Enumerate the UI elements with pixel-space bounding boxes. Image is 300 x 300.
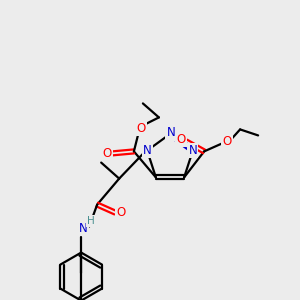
Text: N: N bbox=[188, 144, 197, 157]
Text: O: O bbox=[136, 122, 146, 135]
Text: O: O bbox=[102, 147, 112, 160]
Text: N: N bbox=[79, 222, 88, 235]
Text: O: O bbox=[116, 206, 126, 219]
Text: N: N bbox=[167, 127, 176, 140]
Text: N: N bbox=[143, 144, 152, 157]
Text: O: O bbox=[176, 133, 186, 146]
Text: O: O bbox=[223, 135, 232, 148]
Text: H: H bbox=[87, 216, 95, 226]
